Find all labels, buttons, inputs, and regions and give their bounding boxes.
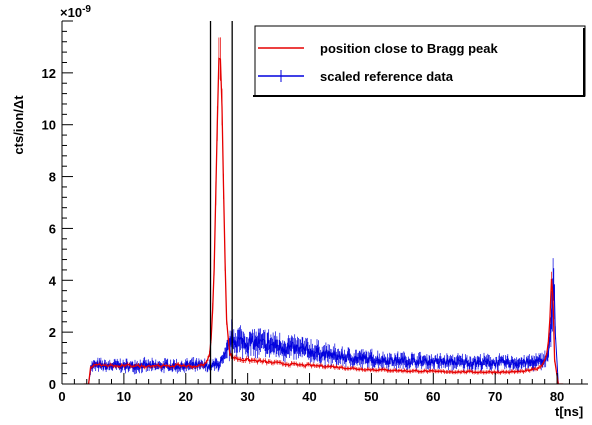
x-tick-label: 30 (240, 389, 254, 404)
x-tick-label: 70 (488, 389, 502, 404)
ticks: 0 10 20 30 40 50 60 70 80 0 2 4 6 8 10 12 (42, 20, 583, 404)
x-tick-label: 50 (364, 389, 378, 404)
legend-label-red: position close to Bragg peak (320, 41, 498, 56)
y-exponent-base: ×10 (60, 5, 82, 20)
x-tick-label: 60 (426, 389, 440, 404)
series-line-reference (83, 284, 564, 384)
y-tick-label: 2 (49, 325, 56, 340)
y-tick-label: 0 (49, 377, 56, 392)
y-tick-label: 4 (49, 273, 57, 288)
legend: position close to Bragg peak scaled refe… (253, 25, 586, 97)
x-tick-label: 10 (117, 389, 131, 404)
y-exponent-label: ×10-9 (60, 4, 91, 20)
x-tick-label: 80 (550, 389, 564, 404)
series-layer (83, 57, 564, 384)
y-tick-label: 10 (42, 118, 56, 133)
legend-shadow-bottom (253, 95, 585, 97)
cut-lines (209, 21, 233, 384)
series-line-measured (83, 57, 564, 384)
y-tick-label: 6 (49, 221, 56, 236)
x-axis-title: t[ns] (555, 404, 583, 419)
legend-shadow-right (583, 28, 585, 97)
y-exponent-power: -9 (82, 4, 91, 15)
y-tick-label: 8 (49, 170, 56, 185)
y-axis-title: cts/ion/Δt (11, 95, 26, 155)
y-tick-label: 12 (42, 66, 56, 81)
x-tick-label: 0 (58, 389, 65, 404)
x-tick-label: 20 (179, 389, 193, 404)
legend-box (254, 25, 586, 97)
legend-label-blue: scaled reference data (320, 69, 454, 84)
x-tick-label: 40 (302, 389, 316, 404)
axes (61, 21, 588, 385)
